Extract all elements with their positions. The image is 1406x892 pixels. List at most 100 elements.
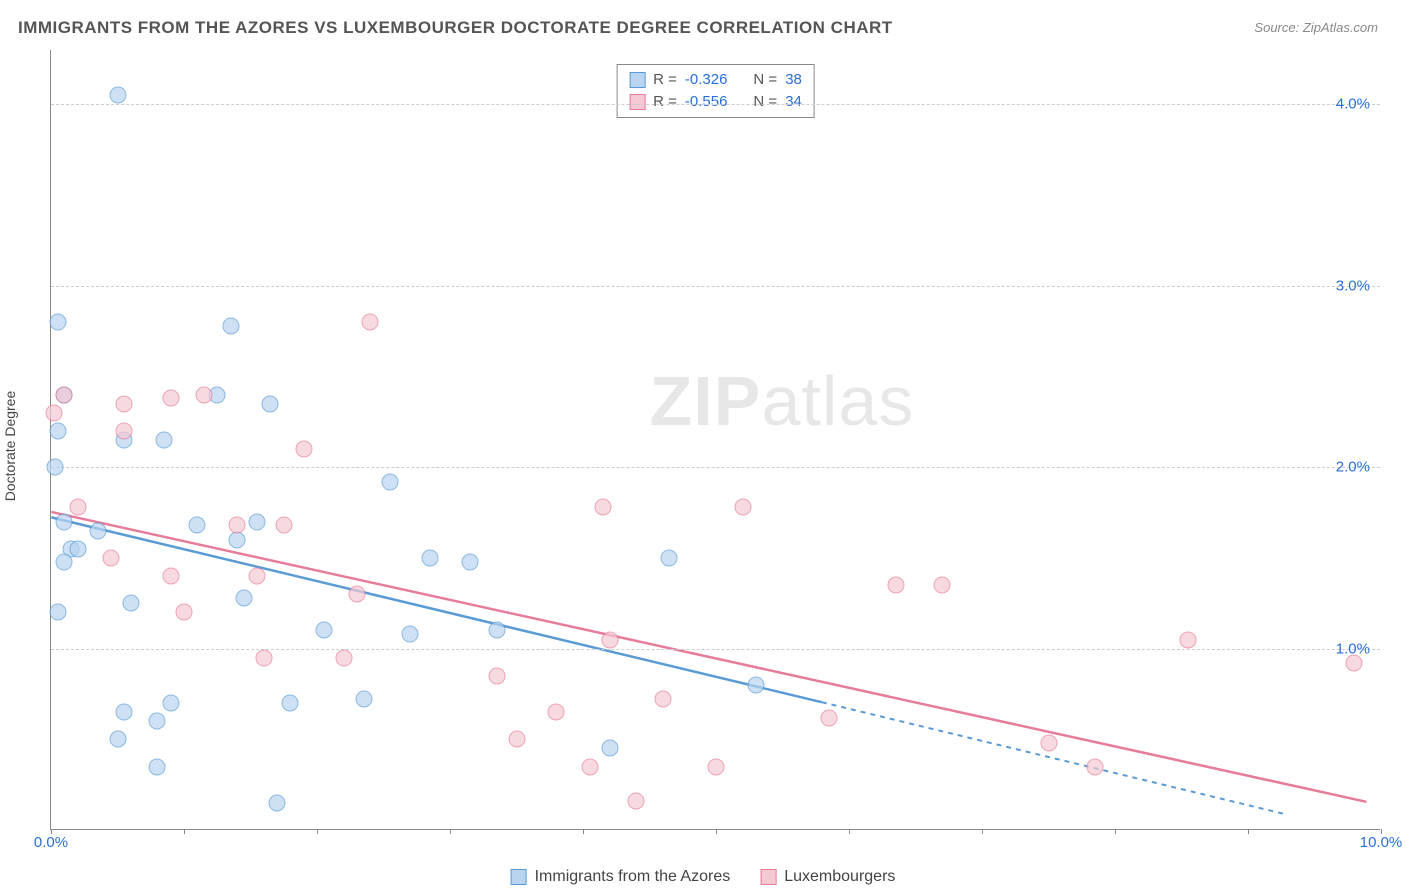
n-value: 34 bbox=[785, 91, 802, 113]
stats-row: R =-0.326N =38 bbox=[629, 69, 802, 91]
watermark-bold: ZIP bbox=[650, 362, 762, 440]
legend-label: Luxembourgers bbox=[784, 868, 895, 886]
scatter-point bbox=[601, 740, 618, 757]
x-tick bbox=[1248, 829, 1249, 834]
x-tick-label: 10.0% bbox=[1360, 834, 1403, 851]
r-value: -0.556 bbox=[685, 91, 728, 113]
legend-swatch bbox=[511, 869, 527, 885]
legend-item: Luxembourgers bbox=[760, 868, 895, 886]
scatter-point bbox=[49, 314, 66, 331]
source-name: ZipAtlas.com bbox=[1303, 20, 1378, 35]
n-label: N = bbox=[753, 69, 777, 91]
x-tick bbox=[716, 829, 717, 834]
scatter-point bbox=[189, 517, 206, 534]
scatter-point bbox=[282, 695, 299, 712]
scatter-point bbox=[581, 758, 598, 775]
scatter-point bbox=[708, 758, 725, 775]
watermark-light: atlas bbox=[761, 362, 914, 440]
scatter-point bbox=[45, 404, 62, 421]
scatter-point bbox=[249, 568, 266, 585]
scatter-point bbox=[355, 691, 372, 708]
scatter-point bbox=[69, 540, 86, 557]
watermark: ZIPatlas bbox=[650, 361, 915, 441]
legend-item: Immigrants from the Azores bbox=[511, 868, 731, 886]
scatter-point bbox=[249, 513, 266, 530]
gridline-h bbox=[51, 467, 1380, 468]
scatter-point bbox=[269, 794, 286, 811]
x-tick bbox=[849, 829, 850, 834]
x-tick-label: 0.0% bbox=[34, 834, 68, 851]
source-label: Source: bbox=[1254, 20, 1299, 35]
x-tick bbox=[583, 829, 584, 834]
scatter-point bbox=[222, 317, 239, 334]
r-label: R = bbox=[653, 91, 677, 113]
scatter-point bbox=[149, 758, 166, 775]
gridline-h bbox=[51, 286, 1380, 287]
scatter-point bbox=[734, 499, 751, 516]
x-tick bbox=[982, 829, 983, 834]
scatter-point bbox=[887, 577, 904, 594]
scatter-point bbox=[594, 499, 611, 516]
scatter-point bbox=[402, 626, 419, 643]
legend-label: Immigrants from the Azores bbox=[535, 868, 731, 886]
correlation-stats-box: R =-0.326N =38R =-0.556N =34 bbox=[616, 64, 815, 118]
series-legend: Immigrants from the Azores Luxembourgers bbox=[511, 868, 896, 886]
scatter-point bbox=[601, 631, 618, 648]
scatter-point bbox=[548, 704, 565, 721]
scatter-point bbox=[229, 531, 246, 548]
scatter-point bbox=[508, 731, 525, 748]
scatter-point bbox=[162, 568, 179, 585]
legend-swatch bbox=[760, 869, 776, 885]
scatter-point bbox=[162, 390, 179, 407]
scatter-point bbox=[56, 513, 73, 530]
scatter-point bbox=[422, 549, 439, 566]
scatter-point bbox=[275, 517, 292, 534]
legend-swatch bbox=[629, 94, 645, 110]
scatter-point bbox=[488, 667, 505, 684]
y-axis-title: Doctorate Degree bbox=[2, 391, 18, 502]
scatter-point bbox=[821, 709, 838, 726]
scatter-point bbox=[46, 459, 63, 476]
scatter-point bbox=[109, 731, 126, 748]
y-tick-label: 2.0% bbox=[1336, 459, 1370, 476]
scatter-plot-area: ZIPatlas R =-0.326N =38R =-0.556N =34 1.… bbox=[50, 50, 1380, 830]
r-label: R = bbox=[653, 69, 677, 91]
scatter-point bbox=[1180, 631, 1197, 648]
scatter-point bbox=[1040, 734, 1057, 751]
scatter-point bbox=[56, 553, 73, 570]
legend-swatch bbox=[629, 72, 645, 88]
scatter-point bbox=[49, 604, 66, 621]
scatter-point bbox=[195, 386, 212, 403]
x-tick bbox=[1115, 829, 1116, 834]
scatter-point bbox=[49, 422, 66, 439]
scatter-point bbox=[255, 649, 272, 666]
scatter-point bbox=[116, 422, 133, 439]
scatter-point bbox=[109, 87, 126, 104]
n-label: N = bbox=[753, 91, 777, 113]
x-tick bbox=[184, 829, 185, 834]
scatter-point bbox=[162, 695, 179, 712]
scatter-point bbox=[488, 622, 505, 639]
scatter-point bbox=[362, 314, 379, 331]
scatter-point bbox=[156, 432, 173, 449]
chart-title: IMMIGRANTS FROM THE AZORES VS LUXEMBOURG… bbox=[18, 18, 893, 38]
scatter-point bbox=[1087, 758, 1104, 775]
scatter-point bbox=[89, 522, 106, 539]
scatter-point bbox=[661, 549, 678, 566]
x-tick bbox=[450, 829, 451, 834]
gridline-h bbox=[51, 104, 1380, 105]
r-value: -0.326 bbox=[685, 69, 728, 91]
scatter-point bbox=[348, 586, 365, 603]
scatter-point bbox=[335, 649, 352, 666]
x-tick bbox=[317, 829, 318, 834]
source-citation: Source: ZipAtlas.com bbox=[1254, 20, 1378, 35]
trend-lines-layer bbox=[51, 50, 1380, 829]
y-tick-label: 4.0% bbox=[1336, 96, 1370, 113]
scatter-point bbox=[56, 386, 73, 403]
y-tick-label: 3.0% bbox=[1336, 277, 1370, 294]
scatter-point bbox=[235, 589, 252, 606]
scatter-point bbox=[315, 622, 332, 639]
scatter-point bbox=[122, 595, 139, 612]
scatter-point bbox=[628, 792, 645, 809]
scatter-point bbox=[262, 395, 279, 412]
